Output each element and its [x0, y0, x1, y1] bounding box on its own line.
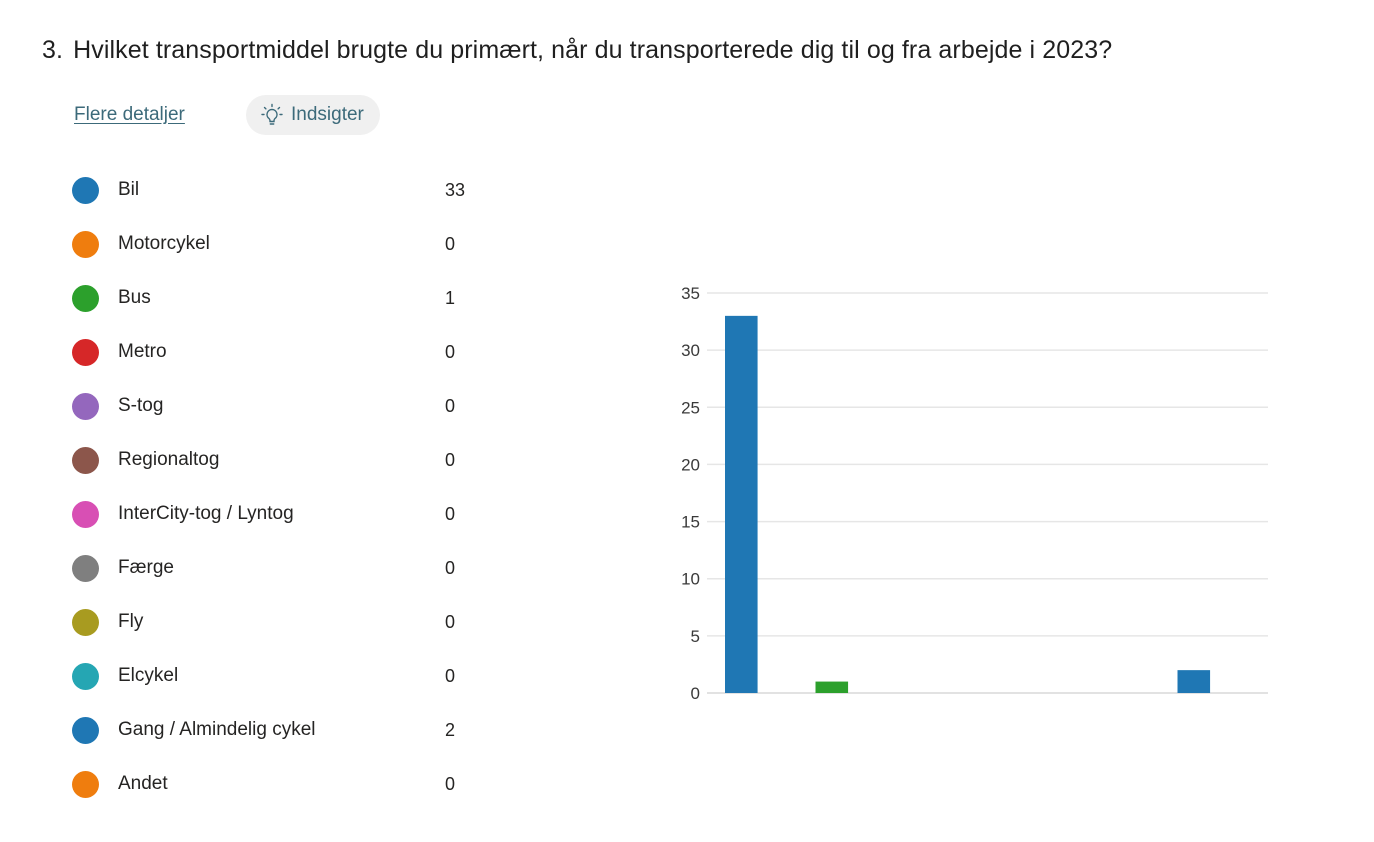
legend-item: Bus 1	[72, 271, 492, 325]
y-tick-label: 30	[681, 341, 700, 360]
insights-label: Indsigter	[291, 104, 364, 125]
legend-item: Andet 0	[72, 757, 492, 811]
legend-label: Bus	[118, 287, 151, 308]
legend-item: Motorcykel 0	[72, 217, 492, 271]
legend-count: 0	[445, 341, 456, 362]
lightbulb-icon	[260, 103, 284, 127]
y-tick-label: 5	[691, 627, 700, 646]
y-tick-label: 25	[681, 398, 700, 417]
y-tick-label: 15	[681, 513, 700, 532]
y-tick-label: 20	[681, 455, 700, 474]
legend-color-dot	[72, 338, 99, 366]
legend-label: Bil	[118, 179, 140, 200]
legend-color-dot	[72, 608, 99, 636]
legend-label: Fly	[118, 611, 144, 632]
legend-label: Motorcykel	[118, 233, 210, 254]
legend-color-dot	[72, 446, 99, 474]
legend-label: Metro	[118, 341, 167, 362]
question-text: Hvilket transportmiddel brugte du primær…	[73, 36, 1113, 64]
legend-item: Færge 0	[72, 541, 492, 595]
legend-item: Gang / Almindelig cykel 2	[72, 703, 492, 757]
legend-color-dot	[72, 770, 99, 798]
legend-color-dot	[72, 284, 99, 312]
bar-bus[interactable]	[815, 681, 849, 693]
bar-gang-almindelig-cykel[interactable]	[1177, 670, 1211, 693]
y-tick-label: 0	[691, 684, 700, 703]
legend-color-dot	[72, 176, 99, 204]
legend-color-dot	[72, 230, 99, 258]
legend-label: Gang / Almindelig cykel	[118, 719, 316, 740]
y-tick-label: 10	[681, 570, 700, 589]
legend-color-dot	[72, 500, 99, 528]
legend-item: S-tog 0	[72, 379, 492, 433]
legend-label: Færge	[118, 557, 174, 578]
question-title: 3. Hvilket transportmiddel brugte du prim…	[42, 36, 1112, 65]
legend-count: 0	[445, 503, 456, 524]
more-details-link[interactable]: Flere detaljer	[74, 104, 185, 125]
legend-count: 0	[445, 611, 456, 632]
legend-count: 1	[445, 287, 456, 308]
legend-item: Regionaltog 0	[72, 433, 492, 487]
legend-label: Elcykel	[118, 665, 179, 686]
legend-item: Elcykel 0	[72, 649, 492, 703]
legend-color-dot	[72, 662, 99, 690]
legend-color-dot	[72, 554, 99, 582]
legend-count: 0	[445, 773, 456, 794]
legend-item: InterCity-tog / Lyntog 0	[72, 487, 492, 541]
legend-count: 0	[445, 233, 456, 254]
response-legend: Bil 33 Motorcykel 0 Bus 1 Metro 0 S-tog 0 Regional…	[72, 163, 492, 811]
legend-count: 0	[445, 557, 456, 578]
legend-color-dot	[72, 716, 99, 744]
insights-button[interactable]: Indsigter	[246, 95, 380, 135]
legend-count: 0	[445, 665, 456, 686]
legend-count: 0	[445, 449, 456, 470]
y-tick-label: 35	[681, 284, 700, 303]
question-number: 3.	[42, 36, 64, 64]
legend-count: 33	[445, 179, 466, 200]
bar-bil[interactable]	[725, 315, 758, 693]
legend-label: Regionaltog	[118, 449, 220, 470]
legend-item: Bil 33	[72, 163, 492, 217]
legend-item: Metro 0	[72, 325, 492, 379]
bar-chart: 0 5 10 15 20 25 30 35	[681, 284, 1268, 703]
legend-label: S-tog	[118, 395, 164, 416]
legend-label: Andet	[118, 773, 168, 794]
legend-color-dot	[72, 392, 99, 420]
legend-label: InterCity-tog / Lyntog	[118, 503, 294, 524]
legend-item: Fly 0	[72, 595, 492, 649]
legend-count: 2	[445, 719, 456, 740]
legend-count: 0	[445, 395, 456, 416]
